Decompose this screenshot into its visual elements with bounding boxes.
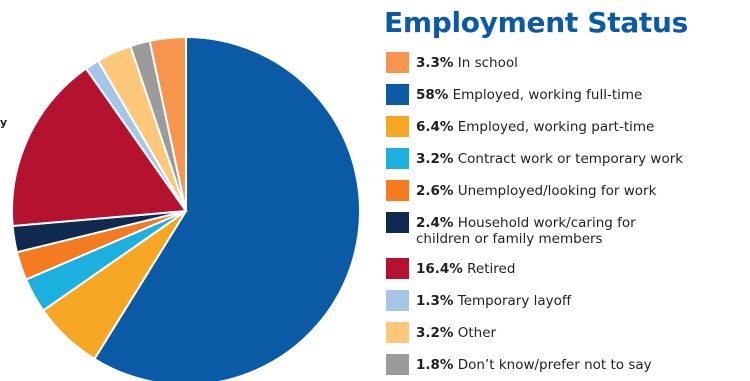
cut-off-label: y: [0, 116, 8, 129]
legend-label: 3.2% Other: [416, 325, 496, 341]
legend-category: Don’t know/prefer not to say: [453, 357, 652, 373]
legend-label: 16.4% Retired: [416, 261, 515, 277]
legend-swatch: [386, 322, 409, 343]
legend-category: Unemployed/looking for work: [453, 183, 657, 199]
legend-swatch: [386, 148, 409, 169]
legend-category: Employed, working full-time: [448, 87, 643, 103]
legend-percent: 3.2%: [416, 151, 454, 167]
legend-category-line2: children or family members: [416, 231, 603, 247]
legend-swatch: [386, 290, 409, 311]
legend-label: 3.2% Contract work or temporary work: [416, 151, 683, 167]
legend-category: In school: [453, 55, 518, 71]
legend-swatch: [386, 116, 409, 137]
legend-category: Temporary layoff: [453, 293, 572, 309]
legend-swatch: [386, 180, 409, 201]
legend-label: 2.6% Unemployed/looking for work: [416, 183, 656, 199]
pie-chart-svg: [11, 35, 361, 381]
legend-percent: 2.4%: [416, 215, 454, 231]
legend-label: 1.3% Temporary layoff: [416, 293, 571, 309]
legend-category: Employed, working part-time: [453, 119, 655, 135]
legend-percent: 1.3%: [416, 293, 454, 309]
legend-label: 6.4% Employed, working part-time: [416, 119, 654, 135]
legend-percent: 16.4%: [416, 261, 463, 277]
pie-slice-5: [11, 67, 188, 228]
legend-swatch: [386, 212, 409, 233]
pie-slice-0: [93, 35, 361, 381]
pie-chart: y: [0, 0, 370, 381]
legend-percent: 3.3%: [416, 55, 454, 71]
legend-category: Household work/caring for: [453, 215, 636, 231]
legend-label: 2.4% Household work/caring for children o…: [416, 215, 636, 247]
legend-percent: 2.6%: [416, 183, 454, 199]
legend-category: Retired: [462, 261, 516, 277]
legend-swatch: [386, 84, 409, 105]
legend-category: Contract work or temporary work: [453, 151, 684, 167]
legend-swatch: [386, 258, 409, 279]
legend-swatch: [386, 52, 409, 73]
legend-category: Other: [453, 325, 497, 341]
pie-slice-9: [148, 35, 187, 212]
legend-label: 1.8% Don’t know/prefer not to say: [416, 357, 652, 373]
chart-title: Employment Status: [384, 6, 688, 39]
legend-swatch: [386, 354, 409, 375]
legend-percent: 3.2%: [416, 325, 454, 341]
legend-percent: 6.4%: [416, 119, 454, 135]
legend-percent: 1.8%: [416, 357, 454, 373]
legend-label: 3.3% In school: [416, 55, 518, 71]
legend-percent: 58%: [416, 87, 449, 103]
legend-label: 58% Employed, working full-time: [416, 87, 642, 103]
